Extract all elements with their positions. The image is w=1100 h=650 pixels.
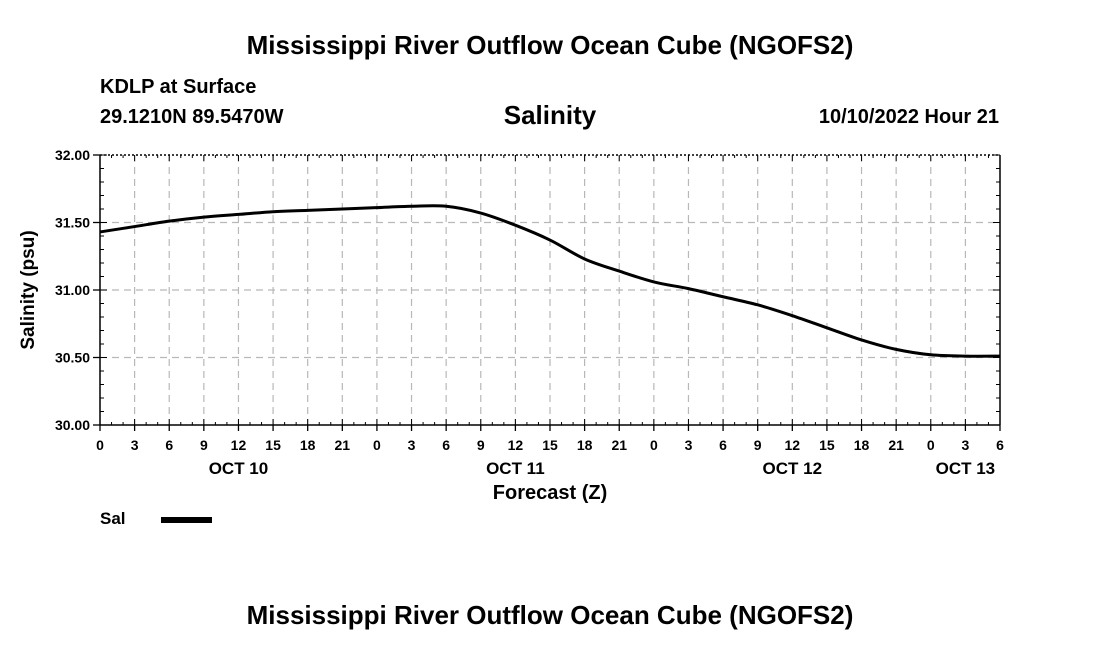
legend-swatch [161,517,212,523]
day-label: OCT 11 [486,459,545,478]
second-chart-title: Mississippi River Outflow Ocean Cube (NG… [246,600,854,630]
x-tick-label: 0 [650,437,658,453]
y-tick-label: 30.00 [55,417,90,433]
day-label: OCT 10 [209,459,269,478]
x-tick-label: 9 [754,437,762,453]
y-tick-label: 32.00 [55,147,90,163]
x-tick-label: 15 [542,437,558,453]
grid-layer [100,155,1000,425]
x-tick-label: 0 [96,437,104,453]
axes-layer [93,154,1001,431]
x-tick-label: 0 [373,437,381,453]
y-tick-label: 31.50 [55,215,90,231]
x-tick-label: 12 [231,437,247,453]
chart-main-title: Mississippi River Outflow Ocean Cube (NG… [246,30,854,60]
y-tick-label: 31.00 [55,282,90,298]
x-tick-label: 21 [335,437,351,453]
y-axis-label: Salinity (psu) [18,230,39,349]
x-tick-label: 0 [927,437,935,453]
forecast-datetime: 10/10/2022 Hour 21 [818,106,999,128]
day-label: OCT 12 [763,459,823,478]
x-tick-label: 3 [408,437,416,453]
x-tick-label: 9 [200,437,208,453]
x-tick-label: 15 [819,437,835,453]
variable-title: Salinity [503,100,597,130]
y-tick-label: 30.50 [55,350,90,366]
x-tick-label: 6 [165,437,173,453]
x-tick-label: 6 [442,437,450,453]
x-tick-label: 6 [719,437,727,453]
x-tick-label: 3 [961,437,969,453]
day-label: OCT 13 [936,459,996,478]
x-tick-label: 6 [996,437,1004,453]
legend-label: Sal [100,509,126,528]
x-tick-label: 3 [131,437,139,453]
x-tick-label: 15 [265,437,281,453]
series-layer [99,204,1001,358]
x-tick-label: 12 [785,437,801,453]
x-tick-label: 3 [685,437,693,453]
x-tick-label: 18 [854,437,870,453]
x-tick-label: 9 [477,437,485,453]
station-coordinates: 29.1210N 89.5470W [100,106,284,128]
station-label: KDLP at Surface [100,76,257,98]
x-tick-label: 18 [300,437,316,453]
x-tick-label: 21 [611,437,627,453]
x-tick-label: 18 [577,437,593,453]
x-axis-label: Forecast (Z) [492,482,608,504]
x-tick-label: 12 [508,437,524,453]
label-layer: 30.00 30.50 31.00 31.50 32.00 0 3 6 9 12 15 18 21 0 3 6… [18,147,1004,478]
x-tick-label: 21 [888,437,904,453]
